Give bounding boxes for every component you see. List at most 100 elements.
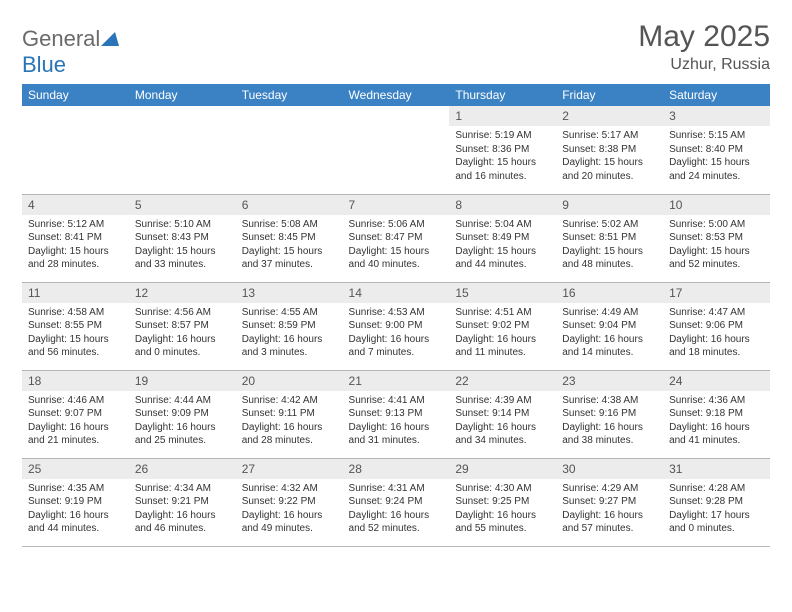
calendar-day-cell: 11Sunrise: 4:58 AMSunset: 8:55 PMDayligh…: [22, 282, 129, 370]
calendar-day-cell: 8Sunrise: 5:04 AMSunset: 8:49 PMDaylight…: [449, 194, 556, 282]
day-number: 9: [556, 195, 663, 215]
day-details: Sunrise: 4:49 AMSunset: 9:04 PMDaylight:…: [556, 303, 663, 364]
day-number: 26: [129, 459, 236, 479]
day-details: Sunrise: 4:28 AMSunset: 9:28 PMDaylight:…: [663, 479, 770, 540]
title-block: May 2025 Uzhur, Russia: [638, 20, 770, 74]
day-number: 22: [449, 371, 556, 391]
day-number: 3: [663, 106, 770, 126]
day-number: 25: [22, 459, 129, 479]
day-details: Sunrise: 4:47 AMSunset: 9:06 PMDaylight:…: [663, 303, 770, 364]
day-details: Sunrise: 4:56 AMSunset: 8:57 PMDaylight:…: [129, 303, 236, 364]
day-details: Sunrise: 4:58 AMSunset: 8:55 PMDaylight:…: [22, 303, 129, 364]
day-details: Sunrise: 5:08 AMSunset: 8:45 PMDaylight:…: [236, 215, 343, 276]
calendar-day-cell: 1Sunrise: 5:19 AMSunset: 8:36 PMDaylight…: [449, 106, 556, 194]
logo-part1: General: [22, 26, 100, 51]
calendar-day-cell: [22, 106, 129, 194]
calendar-day-cell: 29Sunrise: 4:30 AMSunset: 9:25 PMDayligh…: [449, 458, 556, 546]
day-details: Sunrise: 4:46 AMSunset: 9:07 PMDaylight:…: [22, 391, 129, 452]
day-details: Sunrise: 4:34 AMSunset: 9:21 PMDaylight:…: [129, 479, 236, 540]
day-details: Sunrise: 5:02 AMSunset: 8:51 PMDaylight:…: [556, 215, 663, 276]
calendar-table: SundayMondayTuesdayWednesdayThursdayFrid…: [22, 84, 770, 547]
calendar-day-cell: 24Sunrise: 4:36 AMSunset: 9:18 PMDayligh…: [663, 370, 770, 458]
calendar-week-row: 11Sunrise: 4:58 AMSunset: 8:55 PMDayligh…: [22, 282, 770, 370]
day-details: Sunrise: 4:30 AMSunset: 9:25 PMDaylight:…: [449, 479, 556, 540]
day-details: Sunrise: 5:15 AMSunset: 8:40 PMDaylight:…: [663, 126, 770, 187]
day-number: 28: [343, 459, 450, 479]
calendar-day-cell: 21Sunrise: 4:41 AMSunset: 9:13 PMDayligh…: [343, 370, 450, 458]
day-details: Sunrise: 4:53 AMSunset: 9:00 PMDaylight:…: [343, 303, 450, 364]
logo-triangle-icon: [101, 26, 119, 52]
logo-part2: Blue: [22, 52, 66, 77]
day-details: Sunrise: 4:36 AMSunset: 9:18 PMDaylight:…: [663, 391, 770, 452]
day-number: 4: [22, 195, 129, 215]
header: GeneralBlue May 2025 Uzhur, Russia: [22, 20, 770, 78]
day-number: 5: [129, 195, 236, 215]
calendar-day-cell: 23Sunrise: 4:38 AMSunset: 9:16 PMDayligh…: [556, 370, 663, 458]
calendar-day-cell: 15Sunrise: 4:51 AMSunset: 9:02 PMDayligh…: [449, 282, 556, 370]
calendar-day-cell: 10Sunrise: 5:00 AMSunset: 8:53 PMDayligh…: [663, 194, 770, 282]
calendar-week-row: 1Sunrise: 5:19 AMSunset: 8:36 PMDaylight…: [22, 106, 770, 194]
day-number: 24: [663, 371, 770, 391]
calendar-day-cell: 27Sunrise: 4:32 AMSunset: 9:22 PMDayligh…: [236, 458, 343, 546]
calendar-header-cell: Saturday: [663, 84, 770, 106]
calendar-day-cell: 16Sunrise: 4:49 AMSunset: 9:04 PMDayligh…: [556, 282, 663, 370]
day-details: Sunrise: 4:35 AMSunset: 9:19 PMDaylight:…: [22, 479, 129, 540]
day-details: Sunrise: 4:55 AMSunset: 8:59 PMDaylight:…: [236, 303, 343, 364]
day-details: Sunrise: 4:38 AMSunset: 9:16 PMDaylight:…: [556, 391, 663, 452]
calendar-day-cell: 14Sunrise: 4:53 AMSunset: 9:00 PMDayligh…: [343, 282, 450, 370]
day-number: 10: [663, 195, 770, 215]
day-number: 14: [343, 283, 450, 303]
calendar-day-cell: 7Sunrise: 5:06 AMSunset: 8:47 PMDaylight…: [343, 194, 450, 282]
day-details: Sunrise: 5:17 AMSunset: 8:38 PMDaylight:…: [556, 126, 663, 187]
calendar-day-cell: 22Sunrise: 4:39 AMSunset: 9:14 PMDayligh…: [449, 370, 556, 458]
day-number: 18: [22, 371, 129, 391]
calendar-header-cell: Wednesday: [343, 84, 450, 106]
day-details: Sunrise: 4:41 AMSunset: 9:13 PMDaylight:…: [343, 391, 450, 452]
calendar-header-cell: Sunday: [22, 84, 129, 106]
calendar-header-cell: Monday: [129, 84, 236, 106]
calendar-week-row: 25Sunrise: 4:35 AMSunset: 9:19 PMDayligh…: [22, 458, 770, 546]
day-details: Sunrise: 5:06 AMSunset: 8:47 PMDaylight:…: [343, 215, 450, 276]
day-number: 15: [449, 283, 556, 303]
calendar-day-cell: 13Sunrise: 4:55 AMSunset: 8:59 PMDayligh…: [236, 282, 343, 370]
day-number: 29: [449, 459, 556, 479]
calendar-day-cell: 20Sunrise: 4:42 AMSunset: 9:11 PMDayligh…: [236, 370, 343, 458]
day-number: 8: [449, 195, 556, 215]
calendar-day-cell: 26Sunrise: 4:34 AMSunset: 9:21 PMDayligh…: [129, 458, 236, 546]
day-details: Sunrise: 4:44 AMSunset: 9:09 PMDaylight:…: [129, 391, 236, 452]
day-details: Sunrise: 5:10 AMSunset: 8:43 PMDaylight:…: [129, 215, 236, 276]
calendar-day-cell: 28Sunrise: 4:31 AMSunset: 9:24 PMDayligh…: [343, 458, 450, 546]
day-details: Sunrise: 5:19 AMSunset: 8:36 PMDaylight:…: [449, 126, 556, 187]
day-details: Sunrise: 5:00 AMSunset: 8:53 PMDaylight:…: [663, 215, 770, 276]
day-details: Sunrise: 4:29 AMSunset: 9:27 PMDaylight:…: [556, 479, 663, 540]
page-title: May 2025: [638, 20, 770, 54]
logo-text: GeneralBlue: [22, 26, 119, 78]
calendar-day-cell: 2Sunrise: 5:17 AMSunset: 8:38 PMDaylight…: [556, 106, 663, 194]
calendar-week-row: 18Sunrise: 4:46 AMSunset: 9:07 PMDayligh…: [22, 370, 770, 458]
day-number: 23: [556, 371, 663, 391]
calendar-day-cell: 12Sunrise: 4:56 AMSunset: 8:57 PMDayligh…: [129, 282, 236, 370]
day-number: 6: [236, 195, 343, 215]
logo: GeneralBlue: [22, 20, 119, 78]
day-details: Sunrise: 4:39 AMSunset: 9:14 PMDaylight:…: [449, 391, 556, 452]
calendar-day-cell: 6Sunrise: 5:08 AMSunset: 8:45 PMDaylight…: [236, 194, 343, 282]
calendar-day-cell: [343, 106, 450, 194]
day-number: 31: [663, 459, 770, 479]
day-details: Sunrise: 4:42 AMSunset: 9:11 PMDaylight:…: [236, 391, 343, 452]
calendar-day-cell: 19Sunrise: 4:44 AMSunset: 9:09 PMDayligh…: [129, 370, 236, 458]
calendar-day-cell: 18Sunrise: 4:46 AMSunset: 9:07 PMDayligh…: [22, 370, 129, 458]
calendar-day-cell: 25Sunrise: 4:35 AMSunset: 9:19 PMDayligh…: [22, 458, 129, 546]
calendar-day-cell: 9Sunrise: 5:02 AMSunset: 8:51 PMDaylight…: [556, 194, 663, 282]
day-number: 16: [556, 283, 663, 303]
day-number: 12: [129, 283, 236, 303]
calendar-day-cell: [236, 106, 343, 194]
day-number: 27: [236, 459, 343, 479]
calendar-header-row: SundayMondayTuesdayWednesdayThursdayFrid…: [22, 84, 770, 106]
day-number: 1: [449, 106, 556, 126]
calendar-day-cell: 3Sunrise: 5:15 AMSunset: 8:40 PMDaylight…: [663, 106, 770, 194]
day-number: 19: [129, 371, 236, 391]
calendar-day-cell: 5Sunrise: 5:10 AMSunset: 8:43 PMDaylight…: [129, 194, 236, 282]
day-details: Sunrise: 4:51 AMSunset: 9:02 PMDaylight:…: [449, 303, 556, 364]
day-number: 30: [556, 459, 663, 479]
calendar-body: 1Sunrise: 5:19 AMSunset: 8:36 PMDaylight…: [22, 106, 770, 546]
